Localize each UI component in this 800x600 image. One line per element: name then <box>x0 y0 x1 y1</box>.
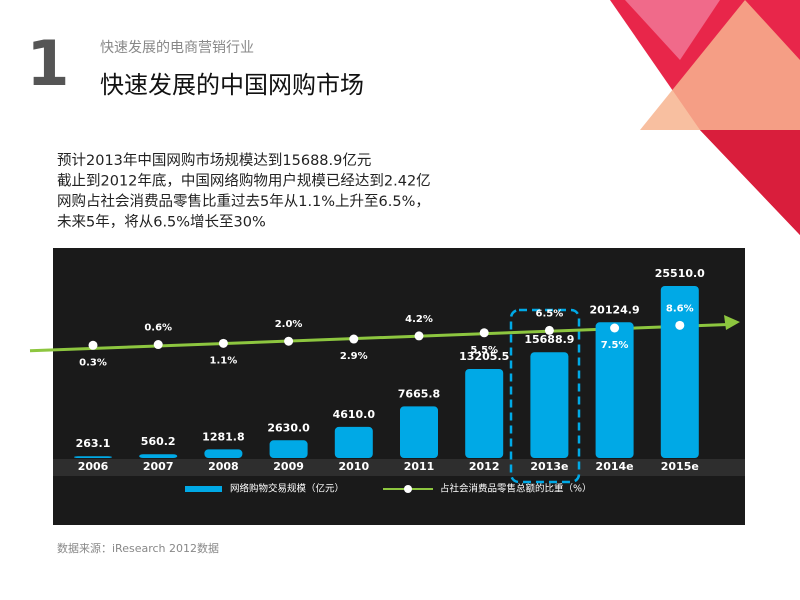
line-point <box>610 323 620 333</box>
line-value-label: 1.1% <box>210 355 238 366</box>
line-point <box>479 328 489 338</box>
x-tick-label: 2014e <box>596 460 634 473</box>
line-point <box>284 336 294 346</box>
line-point <box>675 320 685 330</box>
decor-orange <box>640 0 800 130</box>
bullet-text: 未来5年，将从6.5%增长至30% <box>57 214 266 231</box>
bar-value-label: 560.2 <box>141 435 176 448</box>
line-point <box>153 340 163 350</box>
bullet-text: 预计2013年中国网购市场规模达到15688.9亿元 <box>57 152 371 169</box>
line-value-label: 5.5% <box>470 345 498 356</box>
line-point <box>544 325 554 335</box>
line-value-label: 4.2% <box>405 314 433 325</box>
line-point <box>218 338 228 348</box>
line-point <box>414 331 424 341</box>
x-tick-label: 2015e <box>661 460 699 473</box>
bar <box>139 454 178 458</box>
bar-value-label: 20124.9 <box>590 303 640 316</box>
decor-dark <box>700 130 800 235</box>
trend-arrow <box>724 315 740 330</box>
bar-value-label: 13205.5 <box>459 350 509 363</box>
bar-value-label: 1281.8 <box>202 430 244 443</box>
line-value-label: 6.5% <box>536 308 564 319</box>
bar <box>530 352 569 458</box>
bullet-text: 截止到2012年底，中国网络购物用户规模已经达到2.42亿 <box>57 173 431 190</box>
x-tick-label: 2008 <box>208 460 239 473</box>
bar-value-label: 2630.0 <box>267 421 310 434</box>
axis-band <box>53 459 745 476</box>
line-value-label: 2.0% <box>275 319 303 330</box>
title: 快速发展的中国网购市场 <box>100 71 364 99</box>
bar <box>269 440 308 458</box>
highlight-box <box>509 308 581 484</box>
bar <box>204 449 243 458</box>
line-value-label: 7.5% <box>601 340 629 351</box>
x-tick-label: 2009 <box>273 460 304 473</box>
legend-label: 占社会消费品零售总额的比重（%） <box>440 483 592 495</box>
legend-swatch <box>404 485 412 493</box>
line-value-label: 2.9% <box>340 351 368 362</box>
bar <box>400 406 438 458</box>
x-tick-label: 2013e <box>530 460 568 473</box>
line-value-label: 0.6% <box>144 323 172 334</box>
line-point <box>88 340 98 350</box>
subtitle: 快速发展的电商营销行业 <box>100 40 254 56</box>
section-number: 1 <box>26 27 69 100</box>
bar-value-label: 263.1 <box>76 437 111 450</box>
line-value-label: 0.3% <box>79 357 107 368</box>
bar <box>74 456 112 458</box>
bar-value-label: 15688.9 <box>524 333 574 346</box>
decor-pink <box>625 0 720 60</box>
bar <box>465 368 504 458</box>
bar <box>660 286 699 458</box>
bar-value-label: 25510.0 <box>655 267 705 280</box>
bar <box>595 322 634 458</box>
x-tick-label: 2006 <box>78 460 109 473</box>
legend-swatch <box>185 486 222 492</box>
source: 数据来源：iResearch 2012数据 <box>57 541 219 555</box>
line-point <box>349 334 359 344</box>
bar-value-label: 4610.0 <box>333 408 376 421</box>
x-tick-label: 2011 <box>404 460 435 473</box>
legend-label: 网络购物交易规模（亿元） <box>230 483 344 495</box>
bar-value-label: 7665.8 <box>398 387 440 400</box>
bullet-text: 网购占社会消费品零售比重过去5年从1.1%上升至6.5%， <box>57 193 430 210</box>
x-tick-label: 2010 <box>338 460 369 473</box>
x-tick-label: 2012 <box>469 460 500 473</box>
line-value-label: 8.6% <box>666 303 694 314</box>
x-tick-label: 2007 <box>143 460 174 473</box>
bar <box>334 426 373 458</box>
